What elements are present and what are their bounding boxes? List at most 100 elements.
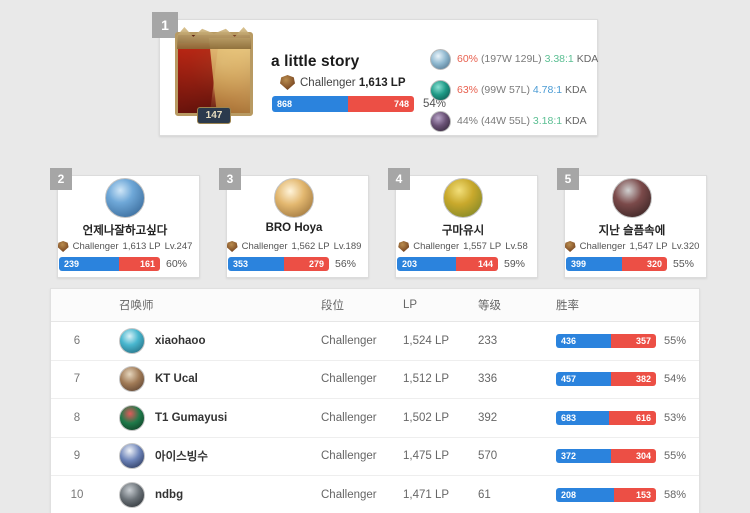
tier-row: Challenger 1,613 LP Lv.247 [50,241,200,252]
champion-stats-list: 60% (197W 129L) 3.38:1 KDA 63% (99W 57L)… [430,46,598,139]
table-row[interactable]: 10 ndbg Challenger 1,471 LP 61 208 153 5… [51,476,699,513]
level-value: Lv.320 [671,241,700,252]
row-tier: Challenger [321,450,377,463]
champion-stat-row[interactable]: 63% (99W 57L) 4.78:1 KDA [430,77,598,103]
summoner-name[interactable]: a little story [271,53,360,70]
wins-segment: 683 [556,410,609,425]
row-level: 61 [478,488,491,501]
challenger-emblem-icon [57,241,69,252]
column-header-summoner[interactable]: 召唤师 [119,300,154,312]
champion-stat-row[interactable]: 60% (197W 129L) 3.38:1 KDA [430,46,598,72]
challenger-emblem-icon [398,241,410,252]
summoner-avatar [119,443,145,470]
table-row[interactable]: 9 아이스빙수 Challenger 1,475 LP 570 372 304 … [51,438,699,476]
row-summoner[interactable]: KT Ucal [103,366,321,393]
champion-stat-text: 44% (44W 55L) 3.18:1 KDA [457,115,587,127]
wins-segment: 208 [556,487,614,502]
champion-stat-text: 63% (99W 57L) 4.78:1 KDA [457,84,587,96]
rank-badge: 1 [152,12,178,38]
level-value: Lv.189 [333,241,362,252]
winrate-row: 239 161 60% [59,257,192,271]
summoner-name: T1 Gumayusi [155,411,228,424]
rank-1-card[interactable]: 1 147 a little story Challenger 1,613 LP… [152,12,598,136]
win-loss-bar: 868 748 [272,96,414,112]
champion-kda: 3.38:1 [544,53,574,65]
wins-segment: 457 [556,372,611,387]
winrate-percent: 55% [664,450,687,463]
tier-label: Challenger [241,241,288,252]
summoner-avatar [119,366,145,393]
wins-segment: 399 [566,257,623,271]
row-level: 570 [478,450,498,463]
win-loss-bar: 353 279 [228,257,329,271]
summoner-avatar[interactable] [443,178,483,218]
tier-label: Challenger [72,241,119,252]
level-value: Lv.58 [505,241,528,252]
row-tier: Challenger [321,334,377,347]
losses-segment: 161 [119,257,160,271]
row-lp: 1,475 LP [403,450,450,463]
champion-record: (197W 129L) [480,53,542,65]
summoner-name[interactable]: BRO Hoya [265,222,323,234]
row-summoner[interactable]: 아이스빙수 [103,443,321,470]
win-loss-bar: 372 304 [556,449,656,464]
losses-segment: 382 [610,372,656,387]
row-rank: 7 [73,373,81,386]
column-header-winrate[interactable]: 胜率 [556,300,579,312]
row-rank: 10 [70,488,84,501]
champion-record: (44W 55L) [480,115,530,127]
row-summoner[interactable]: T1 Gumayusi [103,404,321,431]
win-loss-bar: 399 320 [566,257,667,271]
summoner-avatar[interactable] [612,178,652,218]
table-row[interactable]: 7 KT Ucal Challenger 1,512 LP 336 457 38… [51,361,699,399]
summoner-name: KT Ucal [155,373,198,386]
champion-winrate: 44% [457,115,479,127]
win-loss-bar: 239 161 [59,257,160,271]
winrate-row: 399 320 55% [566,257,699,271]
row-summoner[interactable]: xiaohaoo [103,327,321,354]
win-loss-bar: 208 153 [556,487,656,502]
rank-5-card[interactable]: 5 지난 슬픔속에 Challenger 1,547 LP Lv.320 399… [557,168,707,278]
column-header-lp[interactable]: LP [403,299,418,311]
wins-segment: 868 [272,96,349,112]
column-header-level[interactable]: 等级 [478,300,501,312]
summoner-avatar [119,327,145,354]
row-winrate: 436 357 55% [556,333,699,348]
rank-badge: 5 [557,168,579,190]
summoner-avatar[interactable]: 147 [175,27,253,124]
row-winrate: 457 382 54% [556,372,699,387]
champion-stat-row[interactable]: 44% (44W 55L) 3.18:1 KDA [430,108,598,134]
wins-segment: 436 [556,333,611,348]
summoner-name[interactable]: 언제나잘하고싶다 [82,225,168,237]
win-loss-bar: 457 382 [556,372,656,387]
summoner-avatar[interactable] [105,178,145,218]
challenger-emblem-icon [564,241,576,252]
column-header-tier[interactable]: 段位 [321,300,344,312]
rank-4-card[interactable]: 4 구마유시 Challenger 1,557 LP Lv.58 203 144… [388,168,538,278]
wins-segment: 353 [228,257,285,271]
summoner-name[interactable]: 구마유시 [441,225,485,237]
champion-icon-1 [430,48,451,70]
champion-kda: 3.18:1 [532,115,563,127]
winrate-row: 203 144 59% [397,257,530,271]
rank-badge: 3 [219,168,241,190]
row-tier: Challenger [321,373,377,386]
win-loss-bar: 683 616 [556,410,656,425]
wins-segment: 239 [59,257,120,271]
champion-kda-label: KDA [576,53,599,65]
summoner-name: xiaohaoo [155,334,206,347]
win-loss-bar: 436 357 [556,333,656,348]
rank-3-card[interactable]: 3 BRO Hoya Challenger 1,562 LP Lv.189 35… [219,168,369,278]
table-row[interactable]: 6 xiaohaoo Challenger 1,524 LP 233 436 3… [51,322,699,361]
losses-segment: 320 [622,257,667,271]
level-badge: 147 [197,107,231,124]
winrate-percent: 53% [664,411,687,424]
rank-2-card[interactable]: 2 언제나잘하고싶다 Challenger 1,613 LP Lv.247 23… [50,168,200,278]
tier-row: Challenger 1,547 LP Lv.320 [557,241,707,252]
summoner-name: 아이스빙수 [155,451,208,464]
row-summoner[interactable]: ndbg [103,481,321,508]
wins-segment: 203 [397,257,457,271]
summoner-name[interactable]: 지난 슬픔속에 [598,225,666,237]
table-row[interactable]: 8 T1 Gumayusi Challenger 1,502 LP 392 68… [51,399,699,438]
summoner-avatar[interactable] [274,178,314,218]
